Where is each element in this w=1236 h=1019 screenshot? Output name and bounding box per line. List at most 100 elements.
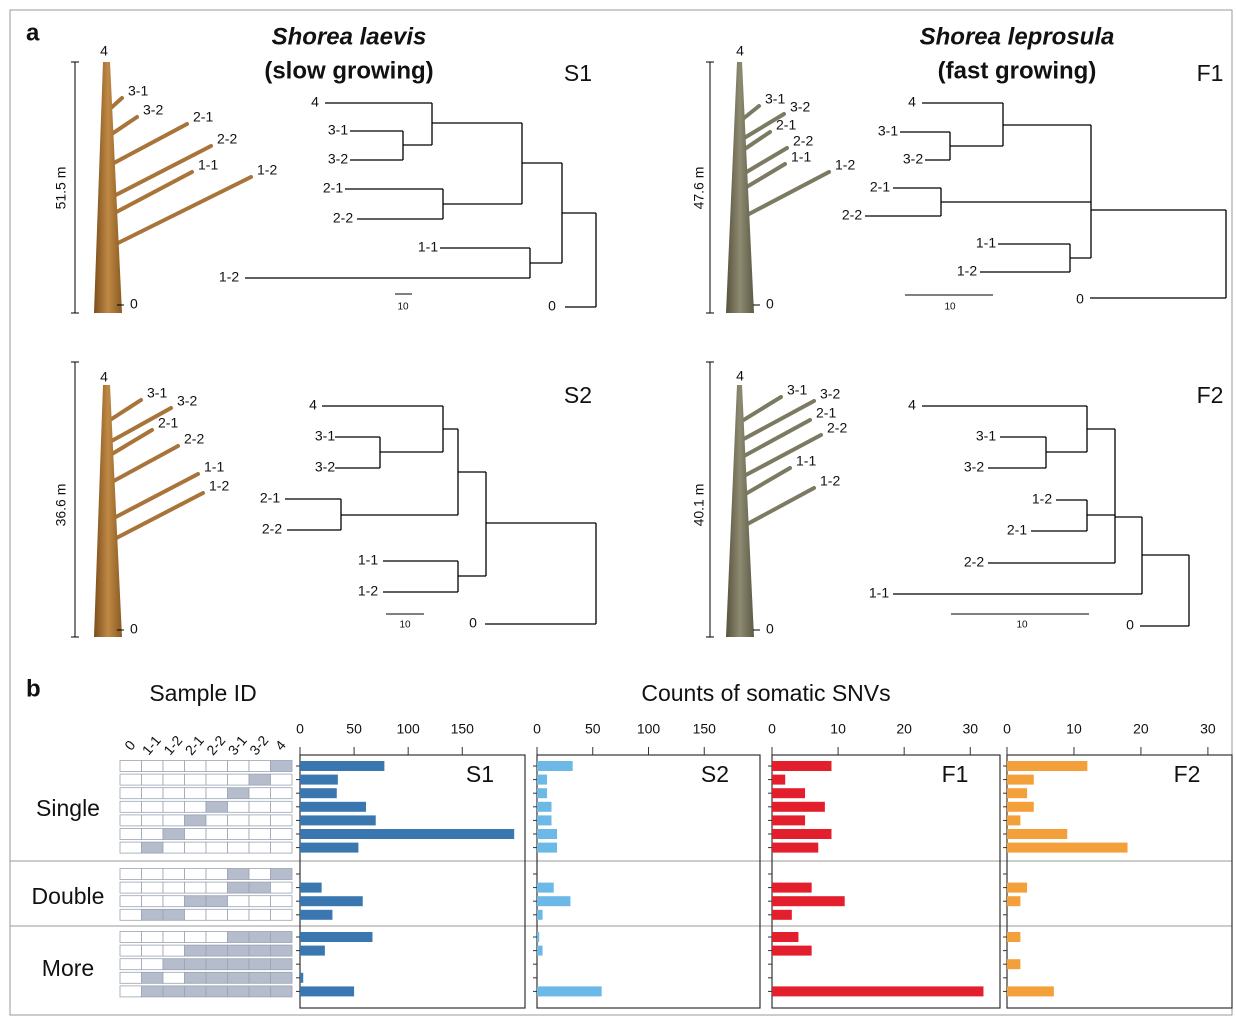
bar	[537, 883, 554, 893]
sample-cell	[163, 986, 185, 997]
sample-cell	[206, 882, 228, 893]
tree-trunk	[726, 62, 754, 313]
sample-cell	[228, 945, 250, 956]
dendrogram-label: 4	[309, 397, 317, 413]
height-bar	[706, 62, 714, 313]
sample-cell	[249, 909, 271, 920]
sample-cell	[185, 842, 207, 853]
sample-cell	[163, 842, 185, 853]
sample-cell	[249, 896, 271, 907]
chart-title: F2	[1174, 761, 1201, 787]
sample-cell	[271, 959, 293, 970]
tree-label: 4	[736, 368, 744, 384]
tree-id: S1	[564, 60, 592, 86]
sample-cell	[206, 801, 228, 812]
sample-cell	[185, 815, 207, 826]
sample-cell	[271, 761, 293, 772]
tree-label: 1-2	[209, 478, 229, 494]
sample-cell	[185, 945, 207, 956]
tree-label: 3-1	[128, 83, 148, 99]
x-tick-label: 20	[1133, 721, 1149, 737]
sample-header: Sample ID	[149, 680, 256, 706]
bar	[772, 986, 983, 996]
dendrogram-label: 3-2	[903, 151, 923, 167]
tree-label: 3-1	[147, 385, 167, 401]
bar	[1007, 788, 1027, 798]
sample-cell	[163, 909, 185, 920]
dendrogram-label: 3-1	[328, 122, 348, 138]
bar	[300, 896, 363, 906]
sample-cell	[206, 829, 228, 840]
tree-branch	[107, 474, 198, 522]
sample-cell	[228, 788, 250, 799]
sample-cell	[120, 761, 142, 772]
bar	[1007, 896, 1020, 906]
tree-label: 2-2	[184, 431, 204, 447]
sample-cell	[120, 829, 142, 840]
bar	[537, 815, 551, 825]
tree-branch	[107, 493, 203, 543]
tree-branch	[107, 400, 141, 422]
dendrogram	[245, 103, 596, 307]
x-tick-label: 50	[585, 721, 601, 737]
tree-label: 0	[766, 621, 774, 637]
dendrogram-label: 1-1	[358, 552, 378, 568]
bar	[300, 802, 366, 812]
sample-cell	[249, 774, 271, 785]
x-tick-label: 50	[346, 721, 362, 737]
sample-cell	[206, 945, 228, 956]
bar	[537, 775, 547, 785]
tree-trunk	[94, 385, 122, 637]
tree-height: 40.1 m	[691, 484, 707, 527]
species-growth: (fast growing)	[938, 57, 1097, 84]
sample-cell	[185, 882, 207, 893]
sample-cell	[163, 882, 185, 893]
dendrogram-label: 1-1	[418, 239, 438, 255]
sample-cell	[120, 909, 142, 920]
bar	[772, 932, 798, 942]
tree-branch	[740, 401, 814, 441]
bar	[537, 896, 570, 906]
tree-label: 1-1	[791, 149, 811, 165]
sample-cell	[120, 959, 142, 970]
sample-cell	[271, 774, 293, 785]
sample-cell	[120, 801, 142, 812]
dendrogram-label: 2-1	[1007, 522, 1027, 538]
bar	[772, 761, 831, 771]
dendrogram-label: 3-2	[315, 459, 335, 475]
bar	[300, 946, 325, 956]
tree-label: 3-2	[143, 102, 163, 118]
x-tick-label: 0	[296, 721, 304, 737]
sample-cell	[142, 896, 164, 907]
sample-cell	[142, 774, 164, 785]
sample-cell	[142, 909, 164, 920]
tree-height: 51.5 m	[53, 167, 69, 210]
tree-label: 3-1	[787, 382, 807, 398]
sample-cell	[249, 932, 271, 943]
sample-cell	[185, 932, 207, 943]
tree-label: 3-2	[820, 386, 840, 402]
dendrogram-label: 3-2	[328, 151, 348, 167]
sample-cell	[142, 815, 164, 826]
tree-label: 3-2	[790, 99, 810, 115]
sample-cell	[271, 986, 293, 997]
sample-cell	[120, 932, 142, 943]
tree-label: 1-2	[835, 157, 855, 173]
sample-cell	[120, 788, 142, 799]
sample-cell	[271, 842, 293, 853]
bar	[772, 910, 792, 920]
scale-label: 10	[944, 302, 956, 313]
sample-cell	[228, 986, 250, 997]
sample-label: 0	[121, 737, 138, 753]
tree-label: 2-1	[158, 415, 178, 431]
sample-cell	[185, 972, 207, 983]
sample-cell	[163, 774, 185, 785]
tree-label: 1-2	[257, 162, 277, 178]
sample-cell	[185, 761, 207, 772]
scale-label: 10	[399, 620, 411, 631]
group-label: Double	[32, 883, 105, 909]
sample-cell	[163, 959, 185, 970]
tree-label: 2-2	[217, 131, 237, 147]
sample-cell	[120, 945, 142, 956]
sample-cell	[228, 801, 250, 812]
